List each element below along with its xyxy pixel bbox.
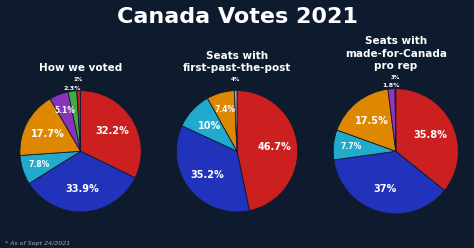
Text: 7.8%: 7.8%	[28, 160, 50, 169]
Wedge shape	[176, 126, 249, 212]
Wedge shape	[234, 91, 237, 151]
Text: 35.8%: 35.8%	[414, 129, 448, 140]
Wedge shape	[50, 92, 81, 151]
Text: 5.1%: 5.1%	[55, 106, 75, 115]
Title: Seats with
first-past-the-post: Seats with first-past-the-post	[183, 51, 291, 73]
Text: * As of Sept 24/2021: * As of Sept 24/2021	[5, 241, 70, 246]
Text: 7.7%: 7.7%	[340, 142, 362, 151]
Wedge shape	[77, 91, 81, 151]
Title: Seats with
made-for-Canada
pro rep: Seats with made-for-Canada pro rep	[345, 36, 447, 71]
Wedge shape	[396, 89, 458, 190]
Wedge shape	[68, 91, 81, 151]
Text: 4%: 4%	[231, 77, 240, 82]
Text: 2.3%: 2.3%	[63, 86, 81, 91]
Text: 17.7%: 17.7%	[30, 129, 64, 139]
Wedge shape	[388, 89, 396, 151]
Wedge shape	[208, 91, 237, 151]
Wedge shape	[81, 91, 141, 178]
Text: 1.8%: 1.8%	[383, 83, 400, 88]
Text: 1%: 1%	[73, 77, 83, 82]
Text: Canada Votes 2021: Canada Votes 2021	[117, 7, 357, 28]
Wedge shape	[337, 89, 396, 151]
Text: 46.7%: 46.7%	[257, 142, 292, 152]
Text: 32.2%: 32.2%	[96, 126, 129, 136]
Title: How we voted: How we voted	[39, 63, 122, 73]
Text: 10%: 10%	[198, 121, 221, 131]
Text: 17.5%: 17.5%	[355, 116, 388, 126]
Wedge shape	[237, 91, 298, 211]
Wedge shape	[333, 130, 396, 160]
Text: 3%: 3%	[391, 75, 400, 80]
Text: 35.2%: 35.2%	[191, 170, 225, 180]
Text: 33.9%: 33.9%	[66, 184, 100, 194]
Wedge shape	[395, 89, 396, 151]
Wedge shape	[20, 99, 81, 155]
Text: 7.4%: 7.4%	[215, 105, 236, 114]
Wedge shape	[182, 98, 237, 151]
Wedge shape	[334, 151, 445, 214]
Wedge shape	[20, 151, 81, 184]
Text: 37%: 37%	[374, 184, 397, 194]
Wedge shape	[29, 151, 135, 212]
